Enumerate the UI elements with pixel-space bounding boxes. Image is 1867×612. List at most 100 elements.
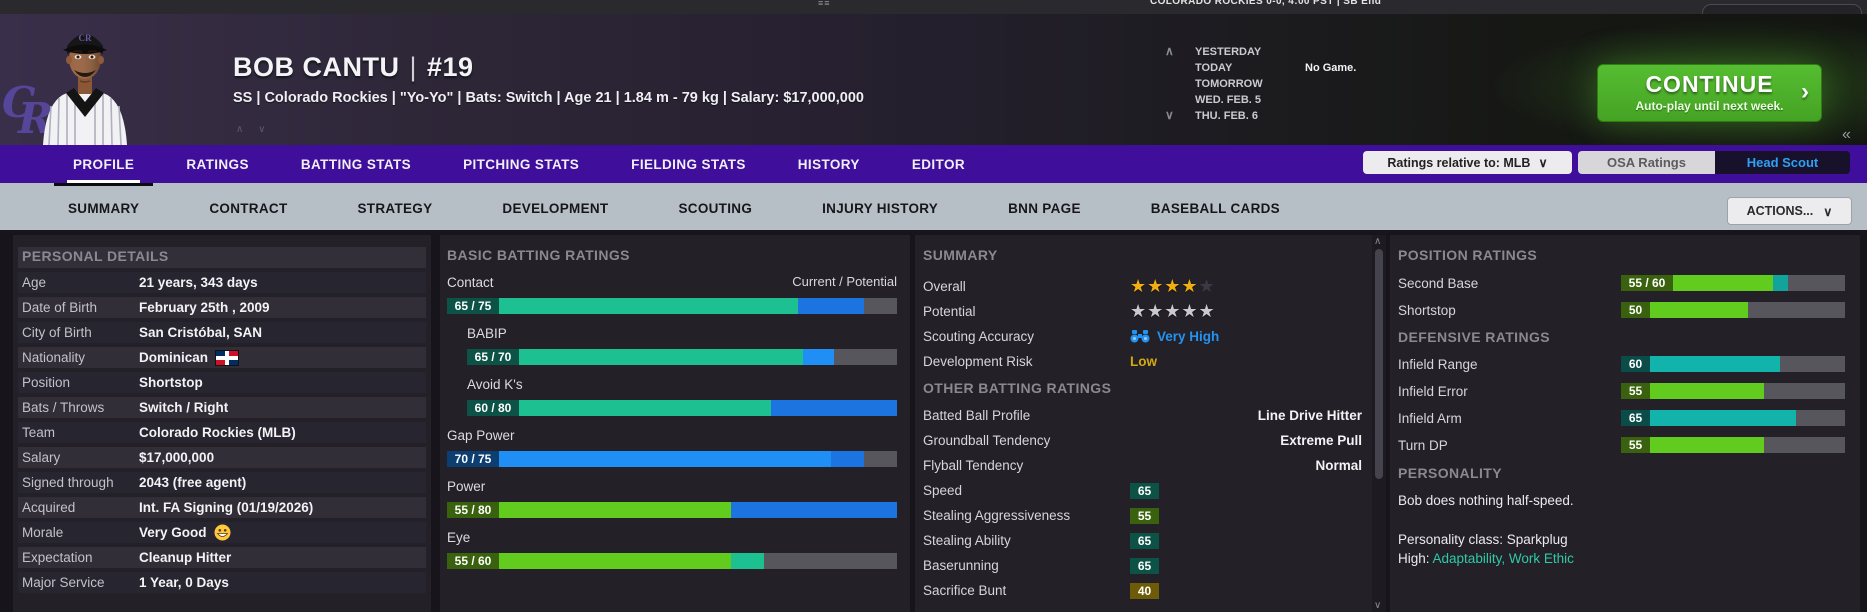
baserunning-row: Baserunning 65 [923,557,1362,574]
batting-ratings-panel: BASIC BATTING RATINGS Current / Potentia… [440,235,910,612]
dominican-flag-icon [215,349,240,366]
overall-stars-icon: ★★★★ [1130,276,1199,296]
potential-stars-icon: ★★★★★ [1130,301,1216,321]
contact-label: Contact [447,275,494,290]
collapse-panel-icon[interactable]: « [1842,126,1851,143]
stealing-ability-row: Stealing Ability 65 [923,532,1362,549]
tab-editor[interactable]: EDITOR [911,156,966,172]
eye-bar: 55 / 60 [447,553,897,569]
top-status-bar: ≡≡ COLORADO ROCKIES 0-0, 4:00 PST | SB E… [0,0,1867,14]
stealing-ability-bar: 65 [1130,532,1362,549]
personal-row-position: Position Shortstop [18,372,426,393]
personality-high-links[interactable]: Adaptability, Work Ethic [1432,551,1574,566]
scrollbar-thumb[interactable] [1375,249,1383,479]
position-ratings-panel: POSITION RATINGS Second Base 55 / 60 Sho… [1390,235,1860,612]
personal-row-age: Age 21 years, 343 days [18,272,426,293]
risk-value: Low [1130,354,1157,369]
schedule-notes: No Game. [1305,62,1357,74]
player-nav-chevrons-icon[interactable]: ∧ ∨ [236,124,272,135]
sacrifice-bunt-bar: 40 [1130,582,1362,599]
personality-line: Bob does nothing half-speed. [1398,493,1574,508]
gap-power-label: Gap Power [447,428,515,443]
scroll-down-icon[interactable]: ∨ [1374,600,1382,611]
player-name-block: BOB CANTU | #19 SS | Colorado Rockies | "Y… [233,52,864,106]
subtab-strategy[interactable]: STRATEGY [357,200,433,216]
osa-ratings-button[interactable]: OSA Ratings [1578,151,1715,174]
subtab-development[interactable]: DEVELOPMENT [502,200,609,216]
personality-high: High: Adaptability, Work Ethic [1398,551,1574,566]
ratings-relative-dropdown[interactable]: Ratings relative to: MLB ∨ [1363,151,1572,174]
summary-title: SUMMARY [923,247,998,263]
tab-fielding-stats[interactable]: FIELDING STATS [631,156,746,172]
personal-row-team: Team Colorado Rockies (MLB) [18,422,426,443]
topbar-pill[interactable] [1702,4,1862,14]
tab-batting-stats[interactable]: BATTING STATS [300,156,412,172]
subtab-baseball-cards[interactable]: BASEBALL CARDS [1150,200,1280,216]
head-scout-button[interactable]: Head Scout [1715,151,1850,174]
infield-arm-bar: 65 [1621,410,1845,426]
eye-label: Eye [447,530,471,545]
subtab-scouting[interactable]: SCOUTING [678,200,753,216]
tab-pitching-stats[interactable]: PITCHING STATS [463,156,580,172]
tab-history[interactable]: HISTORY [797,156,860,172]
second-base-row: Second Base 55 / 60 [1398,275,1845,291]
overall-row: Overall ★★★★ ★ [923,276,1216,296]
accuracy-value: Very High [1157,329,1220,344]
tab-ratings[interactable]: RATINGS [186,156,249,172]
jersey-number: #19 [427,52,474,82]
personal-row-dob: Date of Birth February 25th , 2009 [18,297,426,318]
personal-row-expectation: Expectation Cleanup Hitter [18,547,426,568]
player-portrait: CR [43,33,127,145]
personal-row-city: City of Birth San Cristóbal, SAN [18,322,426,343]
potential-row: Potential ★★★★★ [923,301,1216,321]
summary-scrollbar[interactable]: ∧ ∨ [1372,235,1386,612]
babip-label: BABIP [467,326,507,341]
turn-dp-row: Turn DP 55 [1398,437,1845,453]
position-ratings-title: POSITION RATINGS [1398,247,1538,263]
subtab-contract[interactable]: CONTRACT [209,200,288,216]
continue-button[interactable]: CONTINUE Auto-play until next week. › [1597,64,1822,122]
infield-range-row: Infield Range 60 [1398,356,1845,372]
subtab-bnn-page[interactable]: BNN PAGE [1008,200,1081,216]
tab-profile[interactable]: PROFILE [67,145,141,183]
schedule-days: YESTERDAY TODAY TOMORROW WED. FEB. 5 THU… [1195,46,1263,122]
main-nav-tabs: PROFILE RATINGS BATTING STATS PITCHING S… [47,145,991,183]
binoculars-icon [1130,330,1150,343]
infield-error-row: Infield Error 55 [1398,383,1845,399]
power-label: Power [447,479,486,494]
profile-subnav: SUMMARY CONTRACT STRATEGY DEVELOPMENT SC… [0,183,1867,230]
flyball-row: Flyball Tendency Normal [923,458,1362,473]
baserunning-bar: 65 [1130,557,1362,574]
drag-handle-icon[interactable]: ≡≡ [818,0,831,8]
personal-row-major-service: Major Service 1 Year, 0 Days [18,572,426,593]
current-potential-note: Current / Potential [792,274,897,289]
batting-ratings-title: BASIC BATTING RATINGS [447,247,630,263]
stealing-aggressiveness-row: Stealing Aggressiveness 55 [923,507,1362,524]
babip-bar: 65 / 70 [467,349,897,365]
subtab-summary[interactable]: SUMMARY [54,183,154,230]
personal-row-nationality: Nationality Dominican [18,347,426,368]
actions-dropdown-button[interactable]: ACTIONS... ∨ [1727,197,1852,225]
subtab-injury-history[interactable]: INJURY HISTORY [822,200,939,216]
overall-empty-star-icon: ★ [1198,276,1216,296]
scoreboard-ticker: COLORADO ROCKIES 0-0, 4:00 PST | SB End [1150,0,1382,7]
morale-smiley-icon [214,524,231,541]
personal-details-title: PERSONAL DETAILS [18,247,426,268]
personal-row-signed-through: Signed through 2043 (free agent) [18,472,426,493]
personal-row-morale: Morale Very Good [18,522,426,543]
sacrifice-bunt-row: Sacrifice Bunt 40 [923,582,1362,599]
svg-text:CR: CR [79,33,92,43]
second-base-bar: 55 / 60 [1621,275,1845,291]
schedule-down-icon[interactable]: ∨ [1165,108,1174,122]
defensive-ratings-title: DEFENSIVE RATINGS [1398,329,1551,345]
schedule-up-icon[interactable]: ∧ [1165,44,1174,58]
personal-details-panel: PERSONAL DETAILS Age 21 years, 343 days … [13,235,431,612]
power-bar: 55 / 80 [447,502,897,518]
gap-power-bar: 70 / 75 [447,451,897,467]
speed-row: Speed 65 [923,482,1362,499]
infield-arm-row: Infield Arm 65 [1398,410,1845,426]
other-batting-title: OTHER BATTING RATINGS [923,380,1112,396]
stealing-aggressiveness-bar: 55 [1130,507,1362,524]
personal-row-bats-throws: Bats / Throws Switch / Right [18,397,426,418]
scroll-up-icon[interactable]: ∧ [1374,236,1382,247]
